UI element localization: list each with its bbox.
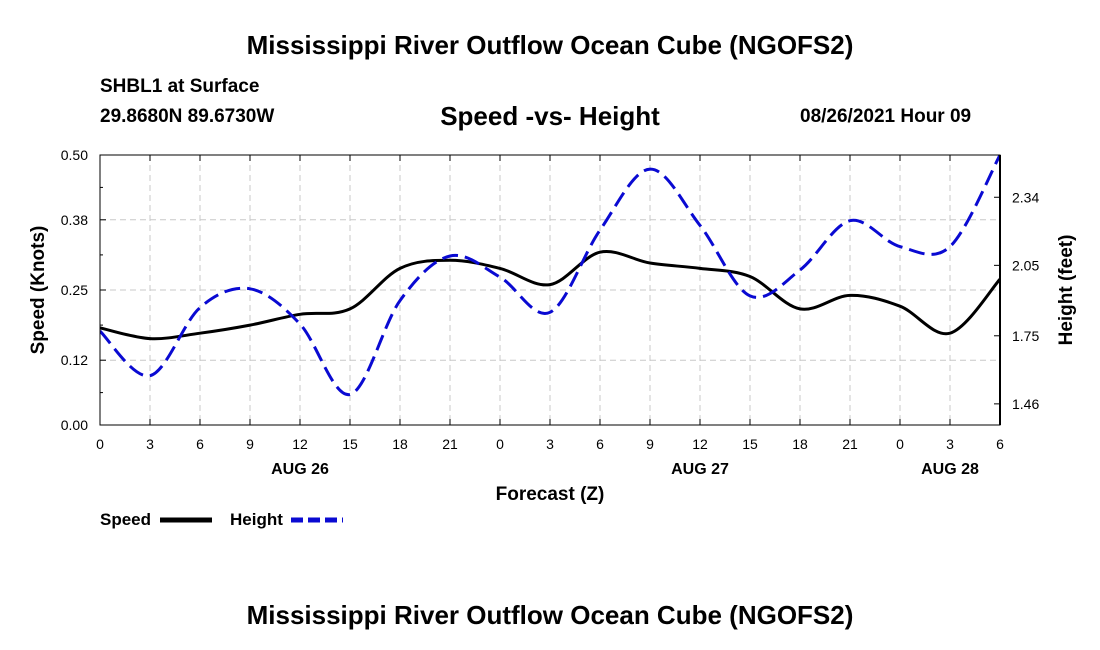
y-tick-label: 0.38 xyxy=(61,212,88,228)
series-line-speed xyxy=(100,250,1000,341)
x-tick-label: 3 xyxy=(946,436,954,452)
x-tick-label: 21 xyxy=(442,436,458,452)
x-tick-label: 18 xyxy=(392,436,408,452)
x-tick-label: 15 xyxy=(742,436,758,452)
y-axis-label: Speed (Knots) xyxy=(28,226,49,355)
x-tick-label: 0 xyxy=(496,436,504,452)
x-tick-label: 15 xyxy=(342,436,358,452)
x-tick-label: 6 xyxy=(996,436,1004,452)
x-tick-label: 18 xyxy=(792,436,808,452)
y2-tick-label: 2.05 xyxy=(1012,257,1039,273)
page-title: Mississippi River Outflow Ocean Cube (NG… xyxy=(246,30,854,60)
legend-label-height: Height xyxy=(230,510,283,529)
x-tick-label: 12 xyxy=(292,436,308,452)
y-tick-label: 0.50 xyxy=(61,147,88,163)
legend: Speed Height xyxy=(100,510,343,529)
x-tick-label: 9 xyxy=(246,436,254,452)
y-tick-label: 0.12 xyxy=(61,352,88,368)
x-tick-label: 6 xyxy=(196,436,204,452)
x-tick-label: 12 xyxy=(692,436,708,452)
date-label: AUG 27 xyxy=(671,461,729,478)
forecast-datetime: 08/26/2021 Hour 09 xyxy=(800,106,972,127)
date-label: AUG 26 xyxy=(271,461,329,478)
station-coordinates: 29.8680N 89.6730W xyxy=(100,106,275,127)
station-label: SHBL1 at Surface xyxy=(100,76,260,97)
y-tick-label: 0.25 xyxy=(61,282,88,298)
x-tick-label: 3 xyxy=(146,436,154,452)
y-tick-label: 0.00 xyxy=(61,417,88,433)
footer-title: Mississippi River Outflow Ocean Cube (NG… xyxy=(246,600,854,630)
x-tick-label: 0 xyxy=(896,436,904,452)
x-tick-label: 6 xyxy=(596,436,604,452)
date-label: AUG 28 xyxy=(921,461,979,478)
x-tick-label: 9 xyxy=(646,436,654,452)
chart-title: Speed -vs- Height xyxy=(440,101,660,131)
x-tick-label: 3 xyxy=(546,436,554,452)
y2-tick-label: 1.75 xyxy=(1012,328,1039,344)
x-tick-label: 0 xyxy=(96,436,104,452)
y2-tick-label: 1.46 xyxy=(1012,396,1039,412)
x-tick-label: 21 xyxy=(842,436,858,452)
series-line-height xyxy=(100,155,1000,397)
x-axis-label: Forecast (Z) xyxy=(496,484,605,505)
y2-tick-label: 2.34 xyxy=(1012,189,1039,205)
y2-axis-label: Height (feet) xyxy=(1056,235,1077,346)
legend-label-speed: Speed xyxy=(100,510,151,529)
